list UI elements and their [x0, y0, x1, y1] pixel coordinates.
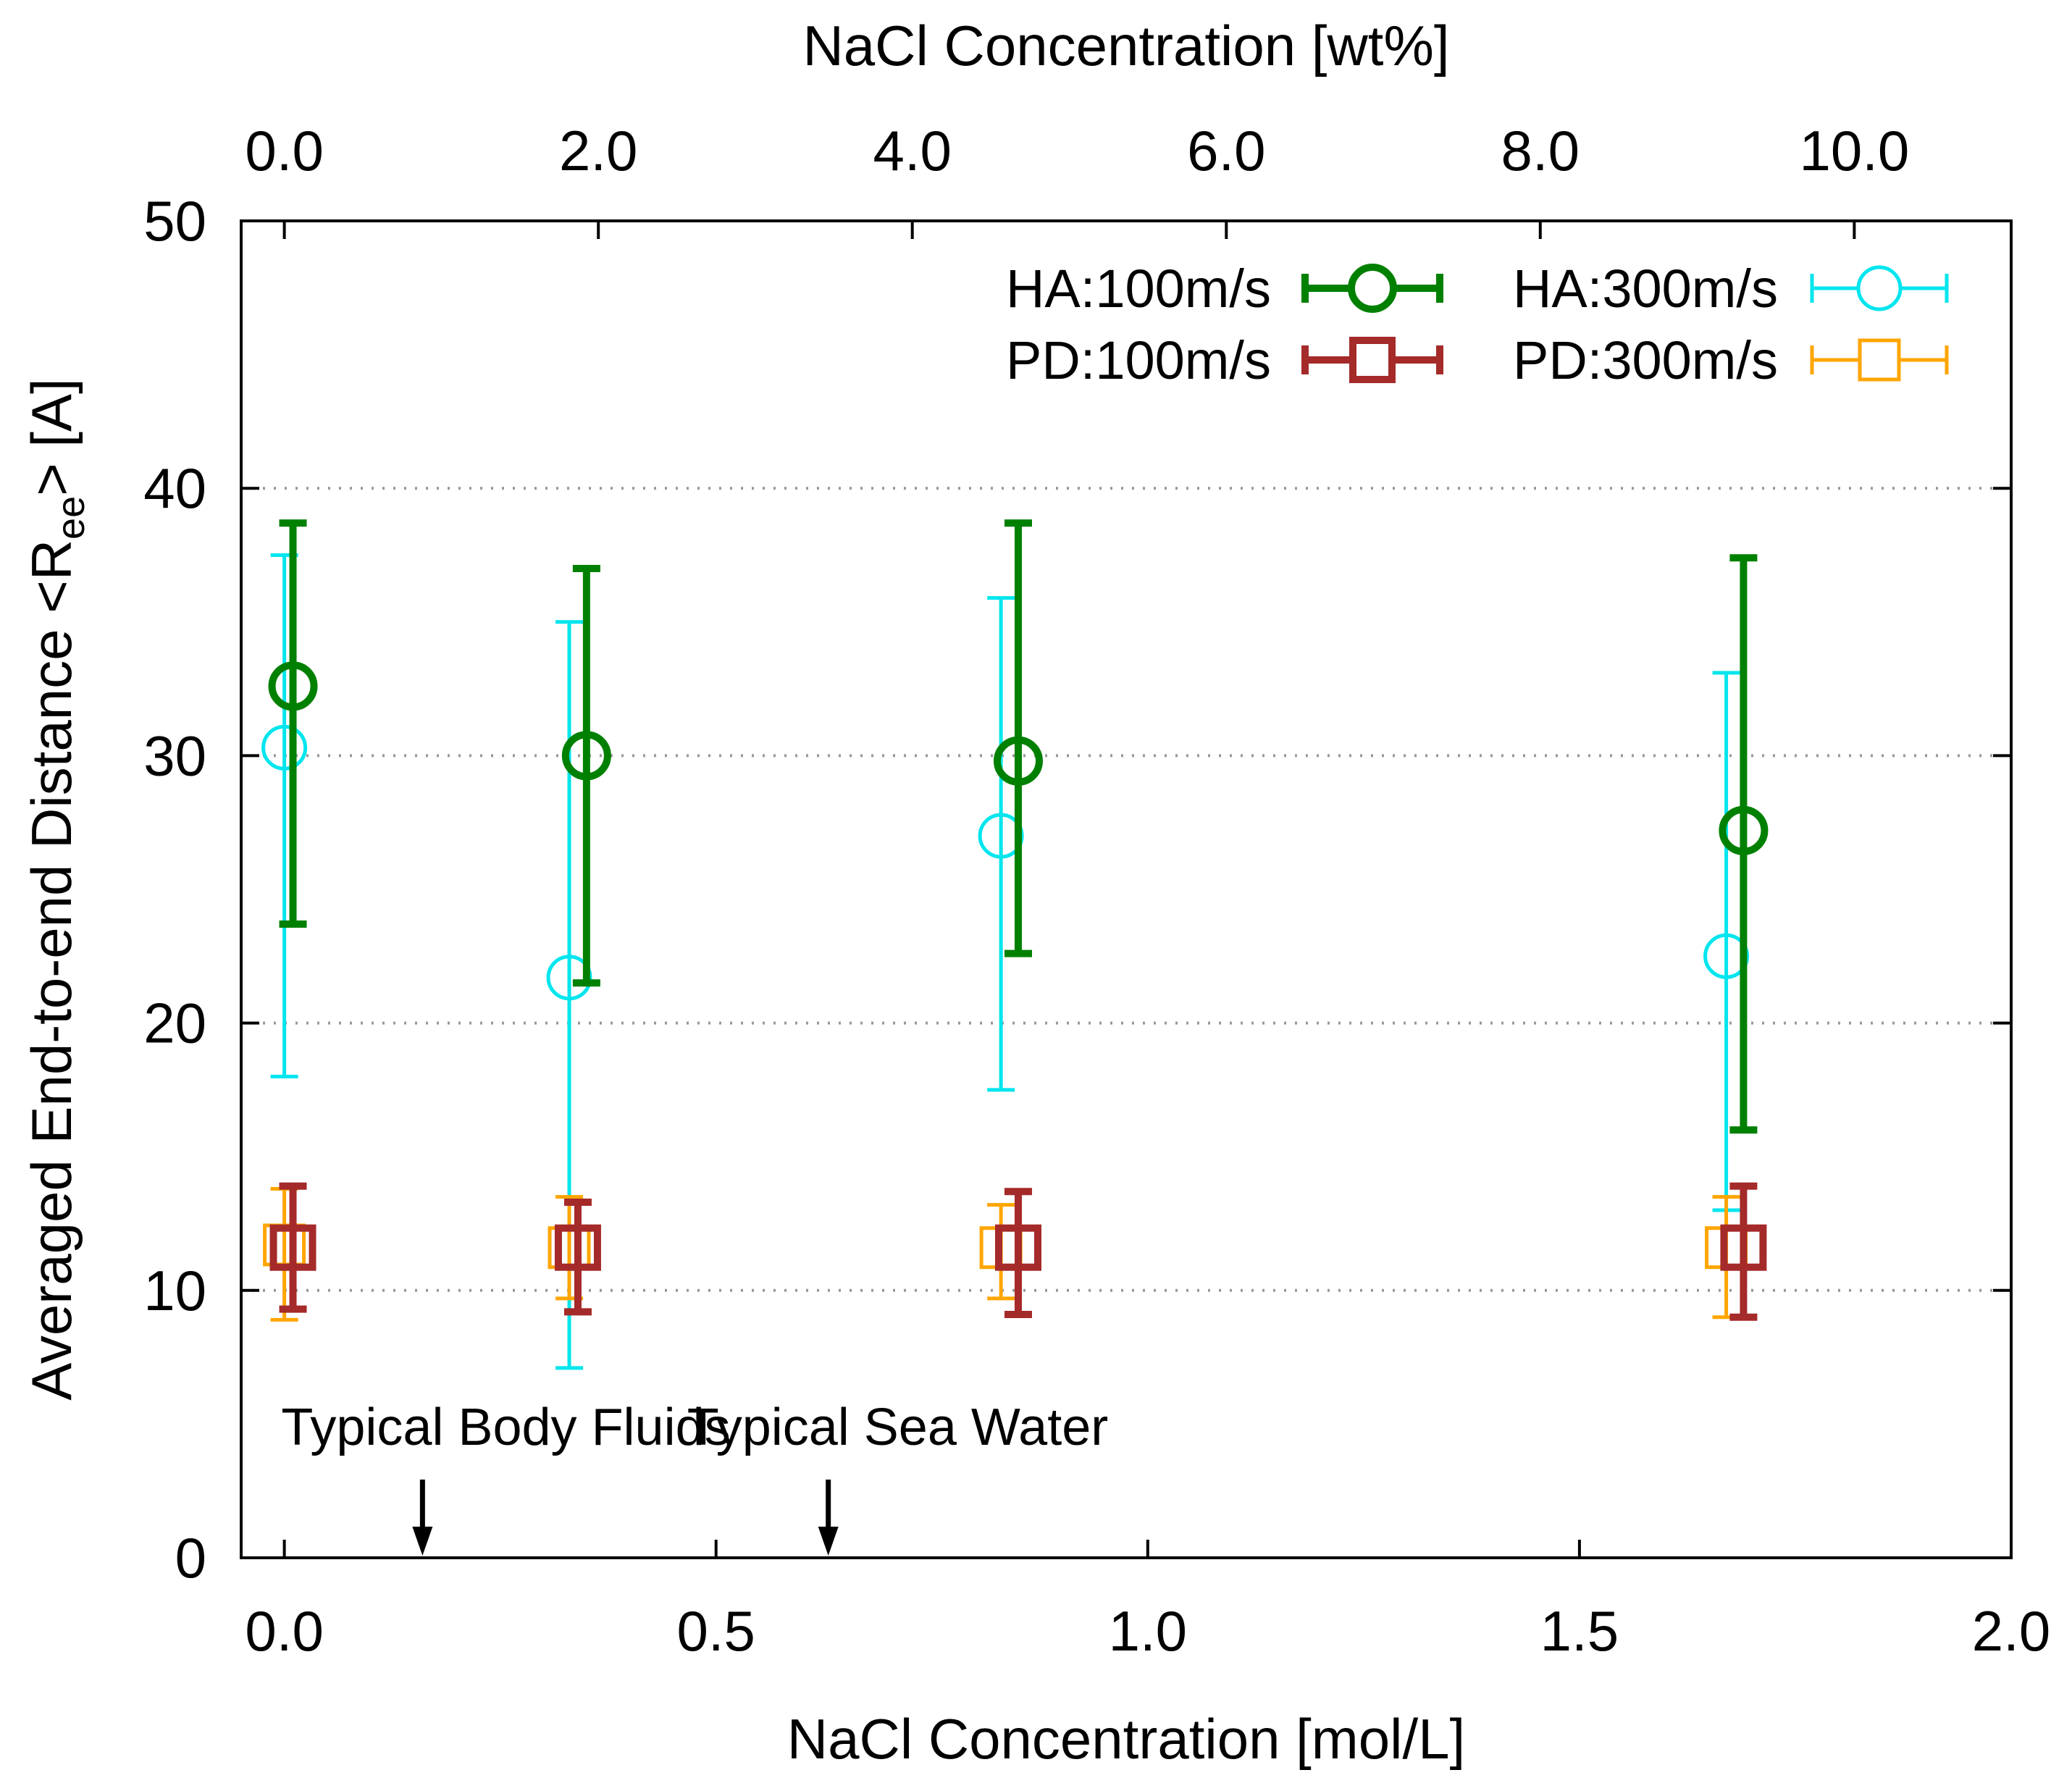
data-point-square: [554, 1224, 601, 1271]
data-point-circle: [268, 661, 318, 711]
x2-tick-label: 6.0: [1187, 119, 1265, 183]
y-axis-title-prefix: Averaged End-to-end Distance <R: [20, 540, 83, 1401]
legend-marker-square: [1349, 337, 1396, 383]
x2-tick-label: 2.0: [559, 119, 637, 183]
plot-frame: [240, 219, 2013, 1559]
legend-label: HA:300m/s: [1513, 259, 1778, 319]
data-point-square: [994, 1224, 1041, 1271]
y-tick-label: 10: [143, 1259, 206, 1322]
data-point-square: [1720, 1224, 1767, 1271]
data-point-circle: [561, 731, 611, 781]
data-point-circle: [1703, 933, 1750, 979]
legend-label: HA:100m/s: [1006, 259, 1271, 319]
annotation-label: Typical Body Fluids: [281, 1398, 730, 1456]
y-tick-label: 40: [143, 456, 206, 520]
x2-tick-label: 0.0: [245, 119, 323, 183]
x2-tick-label: 10.0: [1799, 119, 1909, 183]
x-axis-title: NaCl Concentration [mol/L]: [787, 1707, 1465, 1771]
legend-marker-circle: [1856, 265, 1903, 311]
data-point-circle: [546, 955, 592, 1001]
data-point-circle: [978, 813, 1024, 859]
x-tick-label: 1.0: [1109, 1599, 1187, 1663]
y-tick-label: 50: [143, 189, 206, 253]
tick-layer: 0 10 20 30 40 50 0.0 0.5 1.0 1.5 2.0 0.0 2.0 4.0 6.0 8.…: [143, 119, 2050, 1663]
data-point-circle: [1719, 805, 1769, 855]
x-tick-label: 2.0: [1972, 1599, 2050, 1663]
x2-tick-label: 8.0: [1501, 119, 1580, 183]
legend-marker-square: [1858, 338, 1901, 382]
legend-label: PD:100m/s: [1006, 330, 1271, 390]
annotation-arrow-head: [818, 1527, 839, 1556]
x-tick-label: 0.0: [245, 1599, 323, 1663]
y-tick-label: 0: [175, 1526, 206, 1590]
legend-marker-circle: [1348, 264, 1397, 313]
data-point-square: [269, 1224, 316, 1271]
y-tick-label: 20: [143, 991, 206, 1055]
x-tick-label: 0.5: [676, 1599, 755, 1663]
data-point-circle: [261, 724, 308, 771]
grid-layer: [241, 487, 2011, 1292]
y-tick-label: 30: [143, 723, 206, 787]
y-axis-title: Averaged End-to-end Distance <Ree> [A]: [20, 378, 93, 1400]
y-axis-title-suffix: > [A]: [20, 378, 83, 496]
series-layer: [261, 519, 1769, 1370]
legend-label: PD:300m/s: [1513, 330, 1778, 390]
x-tick-label: 1.5: [1540, 1599, 1619, 1663]
annotation-arrow-head: [412, 1527, 433, 1556]
annotation-label: Typical Sea Water: [687, 1398, 1109, 1456]
x2-tick-label: 4.0: [873, 119, 951, 183]
y-axis-title-subscript: ee: [49, 496, 93, 540]
data-point-circle: [993, 736, 1043, 786]
legend: HA:100m/s HA:300m/s PD:100m/s PD:300m/s: [1006, 259, 1949, 390]
x2-axis-title: NaCl Concentration [wt%]: [802, 14, 1449, 77]
